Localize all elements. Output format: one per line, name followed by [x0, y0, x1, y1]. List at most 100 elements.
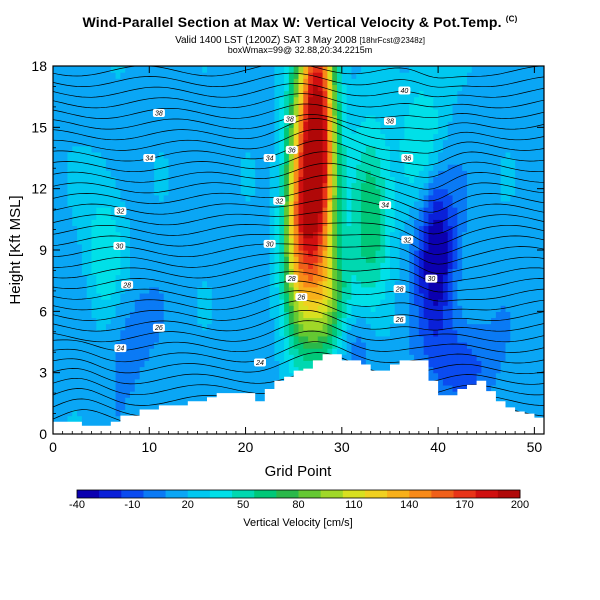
velocity-cell [365, 354, 372, 361]
velocity-cell [216, 378, 223, 386]
velocity-cell [81, 84, 88, 92]
velocity-cell [178, 115, 184, 122]
velocity-cell [96, 378, 102, 386]
velocity-cell [130, 348, 136, 355]
velocity-cell [240, 268, 247, 276]
velocity-cell [96, 415, 102, 423]
velocity-cell [250, 66, 256, 73]
velocity-cell [399, 66, 405, 73]
velocity-cell [72, 182, 78, 190]
velocity-cell [385, 329, 391, 337]
velocity-cell [433, 170, 439, 177]
velocity-cell [341, 158, 348, 165]
velocity-cell [163, 397, 170, 404]
velocity-cell [125, 366, 131, 374]
velocity-cell [259, 342, 266, 349]
velocity-cell [312, 268, 319, 276]
velocity-cell [211, 317, 218, 325]
velocity-cell [57, 403, 64, 411]
velocity-cell [149, 299, 155, 306]
velocity-cell [438, 311, 444, 319]
velocity-cell [312, 305, 319, 312]
velocity-cell [207, 96, 213, 104]
velocity-cell [207, 121, 213, 128]
velocity-cell [144, 78, 150, 85]
velocity-cell [259, 90, 266, 98]
velocity-cell [211, 176, 218, 184]
velocity-cell [120, 170, 126, 177]
velocity-cell [346, 250, 353, 257]
velocity-cell [380, 335, 386, 343]
velocity-cell [178, 372, 184, 380]
velocity-cell [409, 96, 415, 104]
velocity-cell [130, 164, 136, 171]
velocity-cell [144, 305, 150, 312]
velocity-cell [269, 170, 276, 177]
velocity-cell [250, 360, 256, 368]
velocity-cell [202, 250, 208, 257]
velocity-cell [72, 342, 78, 349]
velocity-cell [77, 366, 83, 374]
velocity-cell [173, 237, 179, 245]
velocity-cell [163, 384, 170, 392]
velocity-cell [192, 151, 199, 159]
velocity-cell [404, 188, 410, 196]
velocity-cell [173, 262, 179, 269]
velocity-cell [298, 207, 304, 214]
velocity-cell [255, 164, 261, 171]
velocity-cell [226, 219, 232, 227]
velocity-cell [312, 164, 319, 171]
velocity-cell [332, 342, 338, 349]
velocity-cell [130, 72, 136, 79]
velocity-cell [380, 366, 386, 374]
velocity-cell [81, 66, 88, 73]
velocity-cell [370, 305, 377, 312]
velocity-cell [284, 66, 290, 73]
velocity-cell [62, 354, 69, 361]
velocity-cell [144, 329, 150, 337]
velocity-cell [274, 237, 280, 245]
velocity-cell [394, 219, 401, 227]
velocity-cell [168, 133, 174, 141]
velocity-cell [308, 262, 314, 269]
velocity-cell [327, 188, 333, 196]
velocity-cell [394, 274, 401, 282]
velocity-cell [86, 66, 93, 73]
velocity-cell [101, 421, 107, 429]
velocity-cell [91, 84, 97, 92]
velocity-cell [269, 256, 276, 263]
velocity-cell [269, 262, 276, 269]
velocity-cell [197, 335, 203, 343]
velocity-cell [438, 127, 444, 135]
velocity-cell [231, 299, 237, 306]
velocity-cell [231, 151, 237, 159]
velocity-cell [182, 158, 189, 165]
velocity-cell [322, 84, 328, 92]
velocity-cell [182, 378, 189, 386]
velocity-cell [62, 360, 69, 368]
velocity-cell [303, 237, 309, 245]
velocity-cell [235, 158, 242, 165]
velocity-cell [322, 342, 328, 349]
velocity-cell [317, 213, 324, 220]
velocity-cell [264, 280, 271, 288]
velocity-cell [293, 219, 300, 227]
velocity-cell [322, 305, 328, 312]
velocity-cell [269, 286, 276, 294]
velocity-cell [250, 72, 256, 79]
velocity-cell [259, 250, 266, 257]
velocity-cell [77, 274, 83, 282]
velocity-cell [298, 342, 304, 349]
velocity-cell [53, 268, 59, 276]
velocity-cell [269, 274, 276, 282]
velocity-cell [197, 108, 203, 116]
velocity-cell [173, 250, 179, 257]
velocity-cell [380, 286, 386, 294]
velocity-cell [81, 274, 88, 282]
velocity-cell [110, 360, 117, 368]
velocity-cell [57, 188, 64, 196]
velocity-cell [337, 90, 343, 98]
velocity-cell [255, 299, 261, 306]
velocity-cell [211, 384, 218, 392]
velocity-cell [298, 329, 304, 337]
